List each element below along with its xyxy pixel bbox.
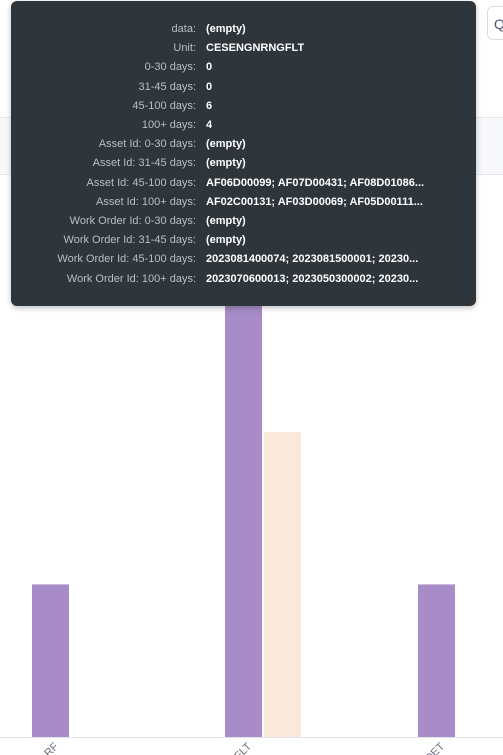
tooltip-key: 31-45 days: bbox=[138, 80, 196, 93]
tooltip-key: Work Order Id: 100+ days: bbox=[66, 272, 196, 285]
tooltip-key: Work Order Id: 0-30 days: bbox=[69, 215, 196, 227]
tooltip-key: 0-30 days: bbox=[144, 61, 196, 74]
tooltip-row: Asset Id: 31-45 days: (empty) bbox=[11, 157, 476, 176]
tooltip-value: 0 bbox=[206, 61, 213, 74]
tooltip-row: Asset Id: 100+ days: AF02C00131; AF03D000… bbox=[11, 196, 476, 215]
tooltip-key: Asset Id: 31-45 days: bbox=[92, 157, 196, 170]
tooltip-value: AF06D00099; AF07D00431; AF08D01086... bbox=[206, 176, 425, 189]
x-tick-label: …RF bbox=[34, 740, 61, 755]
tooltip-key: Asset Id: 45-100 days: bbox=[86, 176, 196, 189]
bar[interactable] bbox=[418, 584, 455, 737]
tooltip-row: data: (empty) bbox=[11, 23, 476, 42]
tooltip-key: Work Order Id: 31-45 days: bbox=[63, 234, 196, 247]
bar[interactable] bbox=[225, 279, 262, 737]
tooltip-value: (empty) bbox=[206, 215, 246, 227]
tooltip-value: 4 bbox=[206, 119, 213, 131]
x-tick-label: …DET bbox=[415, 740, 447, 755]
tooltip-row: Work Order Id: 31-45 days: (empty) bbox=[11, 234, 476, 253]
tooltip-key: Unit: bbox=[173, 42, 196, 55]
tooltip-row: Asset Id: 45-100 days: AF06D00099; AF07D0… bbox=[11, 177, 476, 196]
tooltip-value: (empty) bbox=[206, 157, 246, 170]
tooltip-key: 45-100 days: bbox=[132, 99, 196, 112]
x-tick-label: …FLT bbox=[225, 740, 255, 755]
tooltip-key: data: bbox=[171, 23, 196, 35]
tooltip-row: Work Order Id: 45-100 days: 2023081400074… bbox=[11, 253, 476, 272]
tooltip-key: Asset Id: 100+ days: bbox=[96, 195, 196, 208]
tooltip-row: 100+ days: 4 bbox=[11, 119, 476, 138]
tooltip-value: 6 bbox=[206, 99, 213, 112]
bar[interactable] bbox=[32, 584, 69, 737]
tooltip-value: 2023081400074; 2023081500001; 20230... bbox=[206, 253, 419, 266]
chart-tooltip: data: (empty) Unit: CESENGNRNGFLT 0-30 days:… bbox=[11, 1, 476, 306]
tooltip-value: AF02C00131; AF03D00069; AF05D00111... bbox=[206, 195, 423, 208]
tooltip-row: 0-30 days: 0 bbox=[11, 61, 476, 80]
tooltip-row: 31-45 days: 0 bbox=[11, 81, 476, 100]
search-icon[interactable]: Q bbox=[487, 6, 503, 40]
tooltip-key: Asset Id: 0-30 days: bbox=[98, 138, 196, 151]
tooltip-value: (empty) bbox=[206, 234, 246, 247]
tooltip-value: (empty) bbox=[206, 138, 246, 151]
bar[interactable] bbox=[264, 431, 301, 737]
tooltip-value: 0 bbox=[206, 80, 213, 93]
tooltip-row: Work Order Id: 100+ days: 2023070600013; … bbox=[11, 273, 476, 292]
tooltip-value: CESENGNRNGFLT bbox=[206, 42, 305, 55]
tooltip-key: 100+ days: bbox=[141, 119, 196, 131]
tooltip-key: Work Order Id: 45-100 days: bbox=[57, 253, 196, 266]
tooltip-value: (empty) bbox=[206, 23, 246, 35]
tooltip-row: Asset Id: 0-30 days: (empty) bbox=[11, 138, 476, 157]
tooltip-row: 45-100 days: 6 bbox=[11, 100, 476, 119]
tooltip-value: 2023070600013; 2023050300002; 20230... bbox=[206, 272, 419, 285]
tooltip-row: Work Order Id: 0-30 days: (empty) bbox=[11, 215, 476, 234]
tooltip-row: Unit: CESENGNRNGFLT bbox=[11, 42, 476, 61]
